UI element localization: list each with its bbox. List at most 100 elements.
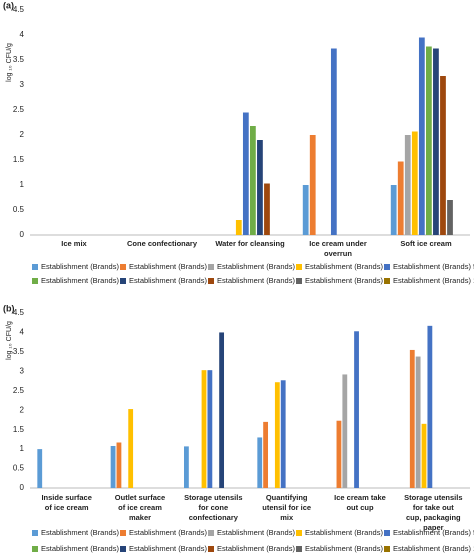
bar: [235, 220, 242, 235]
legend-swatch: [296, 278, 302, 284]
legend-label: Establishment (Brands) 5: [393, 262, 474, 271]
bar: [263, 421, 269, 488]
legend-label: Establishment (Brands) 5: [393, 528, 474, 537]
y-tick-label: 4: [20, 328, 25, 337]
bar: [280, 380, 286, 488]
bar: [336, 420, 342, 488]
x-tick-label: Ice cream take out cup: [334, 493, 386, 512]
y-tick-label: 3: [20, 366, 25, 375]
y-tick-label: 3: [20, 80, 25, 89]
legend-label: Establishment (Brands) 3: [217, 528, 301, 537]
legend-swatch: [296, 530, 302, 536]
bar: [421, 423, 427, 488]
legend-swatch: [208, 530, 214, 536]
panel-label: (a): [3, 0, 14, 10]
legend-swatch: [120, 264, 126, 270]
bar: [433, 48, 439, 235]
legend-label: Establishment (Brands) 2: [129, 528, 213, 537]
y-tick-label: 4.5: [13, 308, 25, 317]
legend-swatch: [32, 530, 38, 536]
x-tick-label: Ice cream under overrun: [309, 239, 367, 258]
y-tick-label: 1.5: [13, 425, 25, 434]
legend-swatch: [296, 546, 302, 552]
x-tick-label: Inside surface of ice cream: [41, 493, 91, 512]
bar: [354, 331, 359, 488]
bar: [274, 382, 280, 488]
y-tick-label: 1.5: [13, 155, 25, 164]
x-tick-label: Cone confectionary: [127, 239, 198, 248]
bar: [342, 374, 348, 488]
x-tick-label: Ice mix: [61, 239, 87, 248]
bar: [390, 185, 397, 235]
bar: [257, 140, 263, 235]
bar: [37, 449, 43, 488]
bar: [250, 126, 256, 235]
x-tick-label: Quantifying utensil for ice mix: [262, 493, 311, 522]
legend-swatch: [120, 546, 126, 552]
legend-label: Establishment (Brands) 2: [129, 262, 213, 271]
legend-label: Establishment (Brands) 1: [41, 262, 125, 271]
bar: [116, 442, 122, 488]
legend-swatch: [384, 530, 390, 536]
y-tick-label: 2.5: [13, 386, 25, 395]
legend-swatch: [296, 264, 302, 270]
bar: [330, 48, 337, 235]
bar: [257, 437, 263, 488]
legend-label: Establishment (Brands) 9: [305, 544, 389, 553]
bar: [404, 135, 411, 235]
legend-swatch: [384, 278, 390, 284]
legend-label: Establishment (Brands) 4: [305, 262, 389, 271]
y-tick-label: 4: [20, 30, 25, 39]
x-tick-label: Storage utensils for take out cup, packagi…: [404, 493, 462, 532]
bar: [440, 76, 446, 235]
legend-swatch: [208, 278, 214, 284]
y-tick-label: 3.5: [13, 347, 25, 356]
y-tick-label: 1: [20, 444, 25, 453]
bar: [411, 131, 418, 235]
bar: [242, 112, 249, 235]
y-tick-label: 0.5: [13, 464, 25, 473]
legend-label: Establishment (Brands) 10: [393, 544, 474, 553]
x-tick-label: Soft ice cream: [400, 239, 452, 248]
bar: [302, 185, 309, 235]
y-tick-label: 2.5: [13, 105, 25, 114]
legend-swatch: [120, 530, 126, 536]
y-tick-label: 0: [20, 230, 25, 239]
bar: [219, 332, 225, 488]
legend-label: Establishment (Brands) 9: [305, 276, 389, 285]
x-tick-label: Outlet surface of ice cream maker: [115, 493, 165, 522]
y-tick-label: 0: [20, 483, 25, 492]
legend-swatch: [208, 546, 214, 552]
legend-label: Establishment (Brands) 8: [217, 544, 301, 553]
y-axis-title: log ₁₀ CFU/g: [6, 321, 13, 360]
legend-swatch: [208, 264, 214, 270]
legend-label: Establishment (Brands) 3: [217, 262, 301, 271]
legend-swatch: [384, 264, 390, 270]
bar: [426, 46, 432, 235]
bar: [447, 200, 453, 235]
bar: [264, 183, 270, 235]
legend-label: Establishment (Brands) 6: [41, 276, 125, 285]
y-tick-label: 0.5: [13, 205, 25, 214]
bar: [201, 370, 207, 488]
legend-label: Establishment (Brands) 7: [129, 544, 213, 553]
bar: [309, 135, 316, 235]
x-tick-label: Storage utensils for cone confectionary: [184, 493, 242, 522]
legend-label: Establishment (Brands) 8: [217, 276, 301, 285]
bar: [184, 446, 189, 488]
bar: [110, 446, 116, 488]
legend-swatch: [120, 278, 126, 284]
legend-swatch: [32, 546, 38, 552]
y-tick-label: 1: [20, 180, 25, 189]
y-axis-title: log ₁₀ CFU/g: [6, 43, 13, 82]
legend-swatch: [384, 546, 390, 552]
legend-swatch: [32, 278, 38, 284]
bar: [128, 409, 134, 488]
y-tick-label: 2: [20, 130, 25, 139]
bar: [207, 370, 213, 488]
legend-label: Establishment (Brands) 4: [305, 528, 389, 537]
legend-swatch: [32, 264, 38, 270]
x-tick-label: Water for cleansing: [215, 239, 285, 248]
bar: [415, 356, 421, 488]
